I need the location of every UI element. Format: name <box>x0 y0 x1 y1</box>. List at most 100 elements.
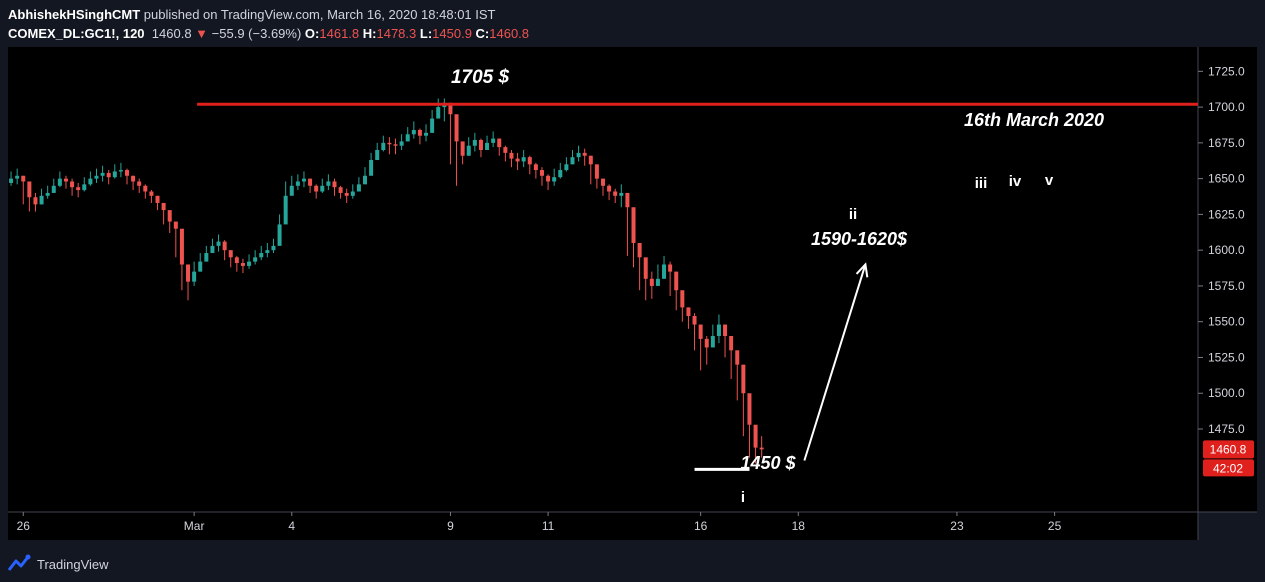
candle-body <box>411 129 416 135</box>
tradingview-logo[interactable]: TradingView <box>8 554 109 574</box>
candle-body <box>247 261 252 266</box>
change-value: −55.9 (−3.69%) <box>211 26 302 41</box>
candle-body <box>430 118 435 133</box>
candle-body <box>729 336 734 351</box>
candle-body <box>735 350 740 365</box>
candle-body <box>637 243 642 258</box>
time-ticks: 26 Mar 4 9 11 16 18 23 25 <box>17 512 1062 533</box>
candle-body <box>753 424 758 448</box>
candle-body <box>314 185 319 192</box>
candle-body <box>643 257 648 279</box>
open-value: 1461.8 <box>319 26 360 41</box>
price-tick-label: 1500.0 <box>1208 386 1245 400</box>
chart-header: AbhishekHSinghCMT published on TradingVi… <box>0 0 1265 47</box>
low-value: 1450.9 <box>432 26 472 41</box>
tradingview-brand: TradingView <box>37 556 109 572</box>
top-price-label[interactable]: 1705 $ <box>451 67 510 88</box>
candle-body <box>607 185 612 192</box>
date-label[interactable]: 16th March 2020 <box>964 110 1104 130</box>
candle-body <box>759 447 764 450</box>
candle-body <box>173 221 178 229</box>
candle-body <box>399 141 404 146</box>
candle-body <box>533 164 538 171</box>
candle-body <box>295 181 300 186</box>
candle-body <box>222 241 227 251</box>
price-tick-label: 1700.0 <box>1208 100 1245 114</box>
candle-body <box>674 271 679 291</box>
candle-body <box>326 181 331 186</box>
candle-body <box>497 138 502 148</box>
candle-body <box>723 324 728 337</box>
price-badge-text: 1460.8 <box>1210 442 1247 456</box>
price-axis[interactable] <box>1198 47 1257 512</box>
candle-body <box>15 175 20 179</box>
price-tick-label: 1525.0 <box>1208 350 1245 364</box>
target-label[interactable]: 1590-1620$ <box>811 229 908 249</box>
wave-ii-label[interactable]: ii <box>849 206 857 223</box>
candle-body <box>283 195 288 225</box>
candle-body <box>747 393 752 425</box>
countdown-badge <box>1203 459 1254 477</box>
time-tick-label: 18 <box>792 519 806 533</box>
time-tick-label: 16 <box>694 519 708 533</box>
arrow-shaft[interactable] <box>803 264 867 461</box>
candle-body <box>210 245 215 254</box>
candle-body <box>478 140 483 151</box>
ohlc-line: COMEX_DL:GC1!, 120 1460.8 ▼ −55.9 (−3.69… <box>8 26 529 41</box>
candle-body <box>82 184 87 191</box>
time-axis[interactable] <box>8 512 1198 540</box>
published-text: published on TradingView.com, March 16, … <box>140 7 496 22</box>
wave-iii-label[interactable]: iii <box>975 175 988 192</box>
wave-i-label[interactable]: i <box>741 489 745 506</box>
candle-body <box>448 102 453 115</box>
candle-body <box>655 278 660 286</box>
chart[interactable]: 1725.0 1700.0 1675.0 1650.0 1625.0 1600.0 1575… <box>0 47 1265 546</box>
candle-body <box>369 160 374 176</box>
candle-body <box>137 181 142 186</box>
candle-body <box>692 315 697 325</box>
candle-body <box>417 129 422 136</box>
candle-body <box>277 224 282 246</box>
symbol-label[interactable]: COMEX_DL:GC1!, 120 <box>8 26 145 41</box>
candle-body <box>375 150 380 161</box>
candle-body <box>198 261 203 272</box>
publish-line: AbhishekHSinghCMT published on TradingVi… <box>8 7 496 22</box>
tradingview-logo-icon <box>8 554 31 571</box>
candle-body <box>662 264 667 279</box>
candle-body <box>76 187 81 191</box>
candle-body <box>716 324 721 337</box>
candle-body <box>582 152 587 156</box>
change-arrow-icon: ▼ <box>195 26 209 41</box>
wave-v-label[interactable]: v <box>1045 172 1054 189</box>
time-tick-label: Mar <box>184 519 205 533</box>
candle-body <box>356 184 361 192</box>
candle-body <box>259 253 264 258</box>
candle-body <box>381 142 386 151</box>
wave-iv-label[interactable]: iv <box>1009 173 1022 190</box>
bottom-price-label[interactable]: 1450 $ <box>740 453 796 473</box>
candle-body <box>125 170 129 176</box>
price-ticks: 1725.0 1700.0 1675.0 1650.0 1625.0 1600.0 1575… <box>1198 64 1245 436</box>
time-tick-label: 25 <box>1048 519 1062 533</box>
candle-body <box>167 210 172 222</box>
candle-body <box>698 324 703 339</box>
price-tick-label: 1650.0 <box>1208 172 1245 186</box>
candle-body <box>308 178 313 186</box>
candle-body <box>301 178 306 182</box>
price-tick-label: 1475.0 <box>1208 422 1245 436</box>
candle-body <box>649 278 654 286</box>
candle-body <box>192 271 197 282</box>
candle-body <box>515 158 520 162</box>
time-tick-label: 11 <box>542 519 555 533</box>
candle-body <box>405 134 410 142</box>
candle-body <box>539 170 544 176</box>
candle-body <box>466 145 471 156</box>
candle-body <box>741 364 746 394</box>
author-name[interactable]: AbhishekHSinghCMT <box>8 7 141 22</box>
low-label: L: <box>419 26 433 41</box>
plot-area[interactable] <box>8 47 1198 512</box>
candle-body <box>564 164 569 171</box>
candle-body <box>350 191 355 196</box>
close-value: 1460.8 <box>489 26 530 41</box>
candle-body <box>94 175 99 179</box>
